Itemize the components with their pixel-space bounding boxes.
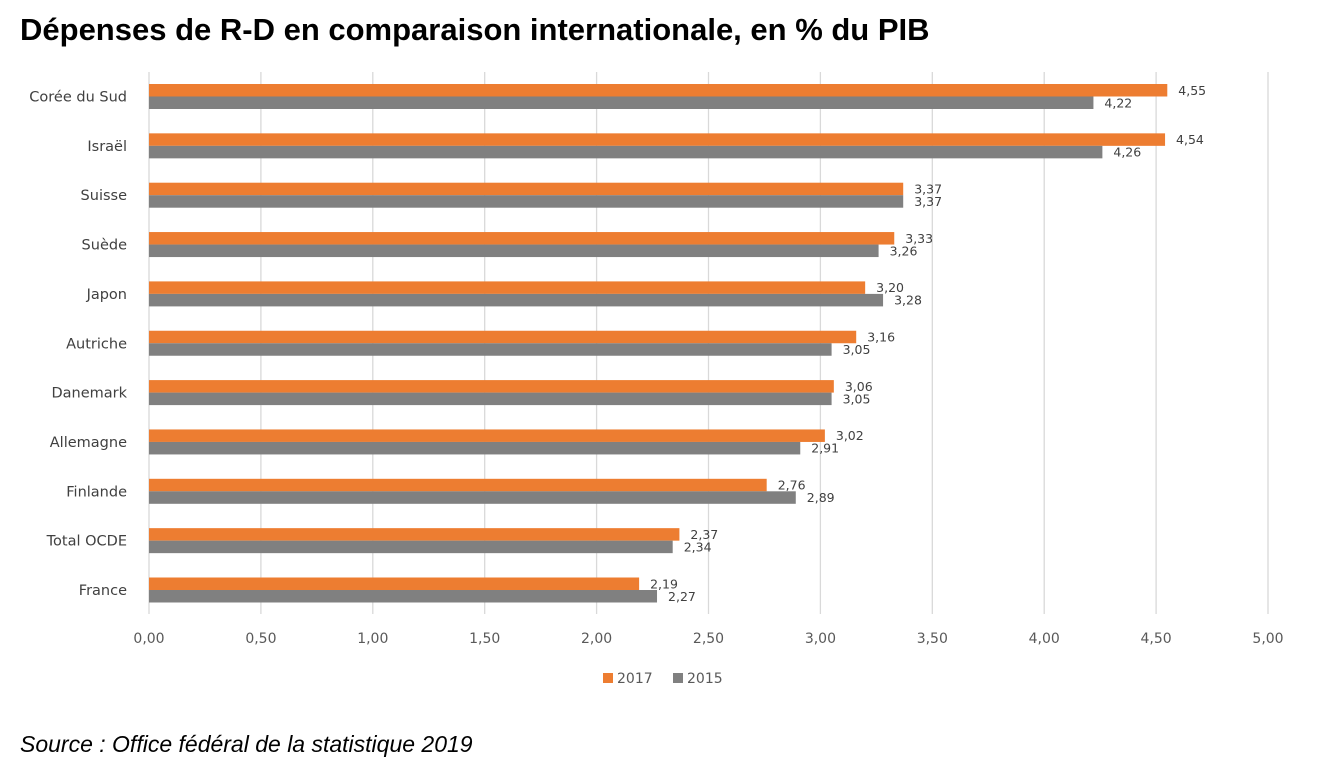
data-label: 3,05 [843, 391, 871, 406]
data-label: 2,89 [807, 490, 835, 505]
data-label: 4,54 [1176, 132, 1204, 147]
category-labels: Corée du Sud Israël Suisse Suède Japon Autric… [29, 90, 127, 600]
data-label: 3,06 [845, 379, 873, 394]
data-label: 3,20 [876, 280, 904, 295]
x-tick-label: 1,50 [469, 631, 500, 647]
x-tick-label: 3,50 [917, 631, 948, 647]
category-label: Autriche [66, 336, 127, 352]
bar-2015 [149, 343, 832, 356]
category-label: Corée du Sud [29, 90, 127, 106]
chart-title: Dépenses de R-D en comparaison internati… [20, 12, 930, 47]
x-tick-label: 0,00 [133, 631, 164, 647]
category-label: Allemagne [50, 435, 127, 451]
category-label: Finlande [66, 484, 127, 500]
data-label: 3,37 [914, 194, 942, 209]
bar-2017 [149, 281, 866, 294]
legend-label: 2015 [687, 671, 723, 687]
legend-swatch-2017 [603, 673, 613, 683]
bar-2017 [149, 528, 680, 541]
bar-2015 [149, 293, 884, 307]
data-label: 4,26 [1113, 145, 1141, 160]
bar-2015 [149, 441, 801, 455]
data-label: 2,34 [684, 539, 712, 554]
data-labels: 4,55 4,22 4,54 4,26 3,373,37 3,333,26 3,203,28… [650, 83, 1206, 604]
x-tick-label: 2,00 [581, 631, 612, 647]
bar-2015 [149, 540, 673, 554]
bar-2017 [149, 133, 1166, 146]
data-label: 3,26 [890, 243, 918, 258]
data-label: 3,28 [894, 293, 922, 308]
category-label: France [79, 583, 127, 599]
data-label: 4,55 [1178, 83, 1206, 98]
category-label: Suède [82, 238, 128, 254]
legend: 2017 2015 [603, 671, 723, 687]
bar-2015 [149, 491, 796, 504]
legend-label: 2017 [617, 671, 653, 687]
bar-2015 [149, 195, 904, 208]
category-label: Israël [87, 139, 127, 155]
bar-2017 [149, 232, 895, 245]
bar-2015 [149, 392, 832, 406]
x-tick-label: 3,00 [805, 631, 836, 647]
bar-2015 [149, 590, 658, 603]
bar-2017 [149, 84, 1168, 97]
data-label: 3,16 [867, 330, 895, 345]
category-label: Japon [86, 287, 127, 303]
bar-2017 [149, 478, 767, 492]
category-label: Danemark [51, 386, 127, 402]
bar-2017 [149, 577, 640, 590]
bar-2015 [149, 96, 1094, 109]
bars [149, 84, 1168, 603]
data-label: 4,22 [1104, 95, 1132, 110]
bar-chart: 4,55 4,22 4,54 4,26 3,373,37 3,333,26 3,203,28… [29, 72, 1284, 687]
data-label: 2,76 [778, 478, 806, 493]
bar-2017 [149, 182, 904, 196]
data-label: 3,33 [905, 231, 933, 246]
data-label: 2,37 [690, 527, 718, 542]
bar-2017 [149, 380, 834, 393]
legend-swatch-2015 [673, 673, 683, 683]
x-tick-labels: 0,00 0,50 1,00 1,50 2,00 2,50 3,00 3,50 4,00 4,50… [133, 631, 1283, 647]
category-label: Suisse [81, 188, 128, 204]
bar-2015 [149, 145, 1103, 159]
data-label: 3,05 [843, 342, 871, 357]
data-label: 3,02 [836, 428, 864, 443]
data-label: 3,37 [914, 181, 942, 196]
bar-2017 [149, 330, 857, 344]
x-tick-label: 4,50 [1141, 631, 1172, 647]
x-tick-label: 5,00 [1252, 631, 1283, 647]
category-label: Total OCDE [46, 534, 127, 550]
bar-2017 [149, 429, 825, 442]
data-label: 2,19 [650, 576, 678, 591]
x-tick-label: 0,50 [245, 631, 276, 647]
x-tick-label: 1,00 [357, 631, 388, 647]
data-label: 2,91 [811, 441, 839, 456]
x-tick-label: 2,50 [693, 631, 724, 647]
source-note: Source : Office fédéral de la statistiqu… [20, 731, 473, 757]
x-tick-label: 4,00 [1029, 631, 1060, 647]
data-label: 2,27 [668, 589, 696, 604]
bar-2015 [149, 244, 879, 258]
